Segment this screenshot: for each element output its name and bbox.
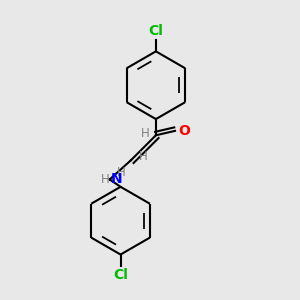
Text: O: O (178, 124, 190, 138)
Text: H: H (139, 150, 148, 163)
Text: Cl: Cl (113, 268, 128, 282)
Text: H: H (101, 173, 110, 186)
Text: H: H (117, 166, 126, 178)
Text: H: H (141, 127, 149, 140)
Text: Cl: Cl (148, 24, 163, 38)
Text: N: N (110, 172, 122, 186)
